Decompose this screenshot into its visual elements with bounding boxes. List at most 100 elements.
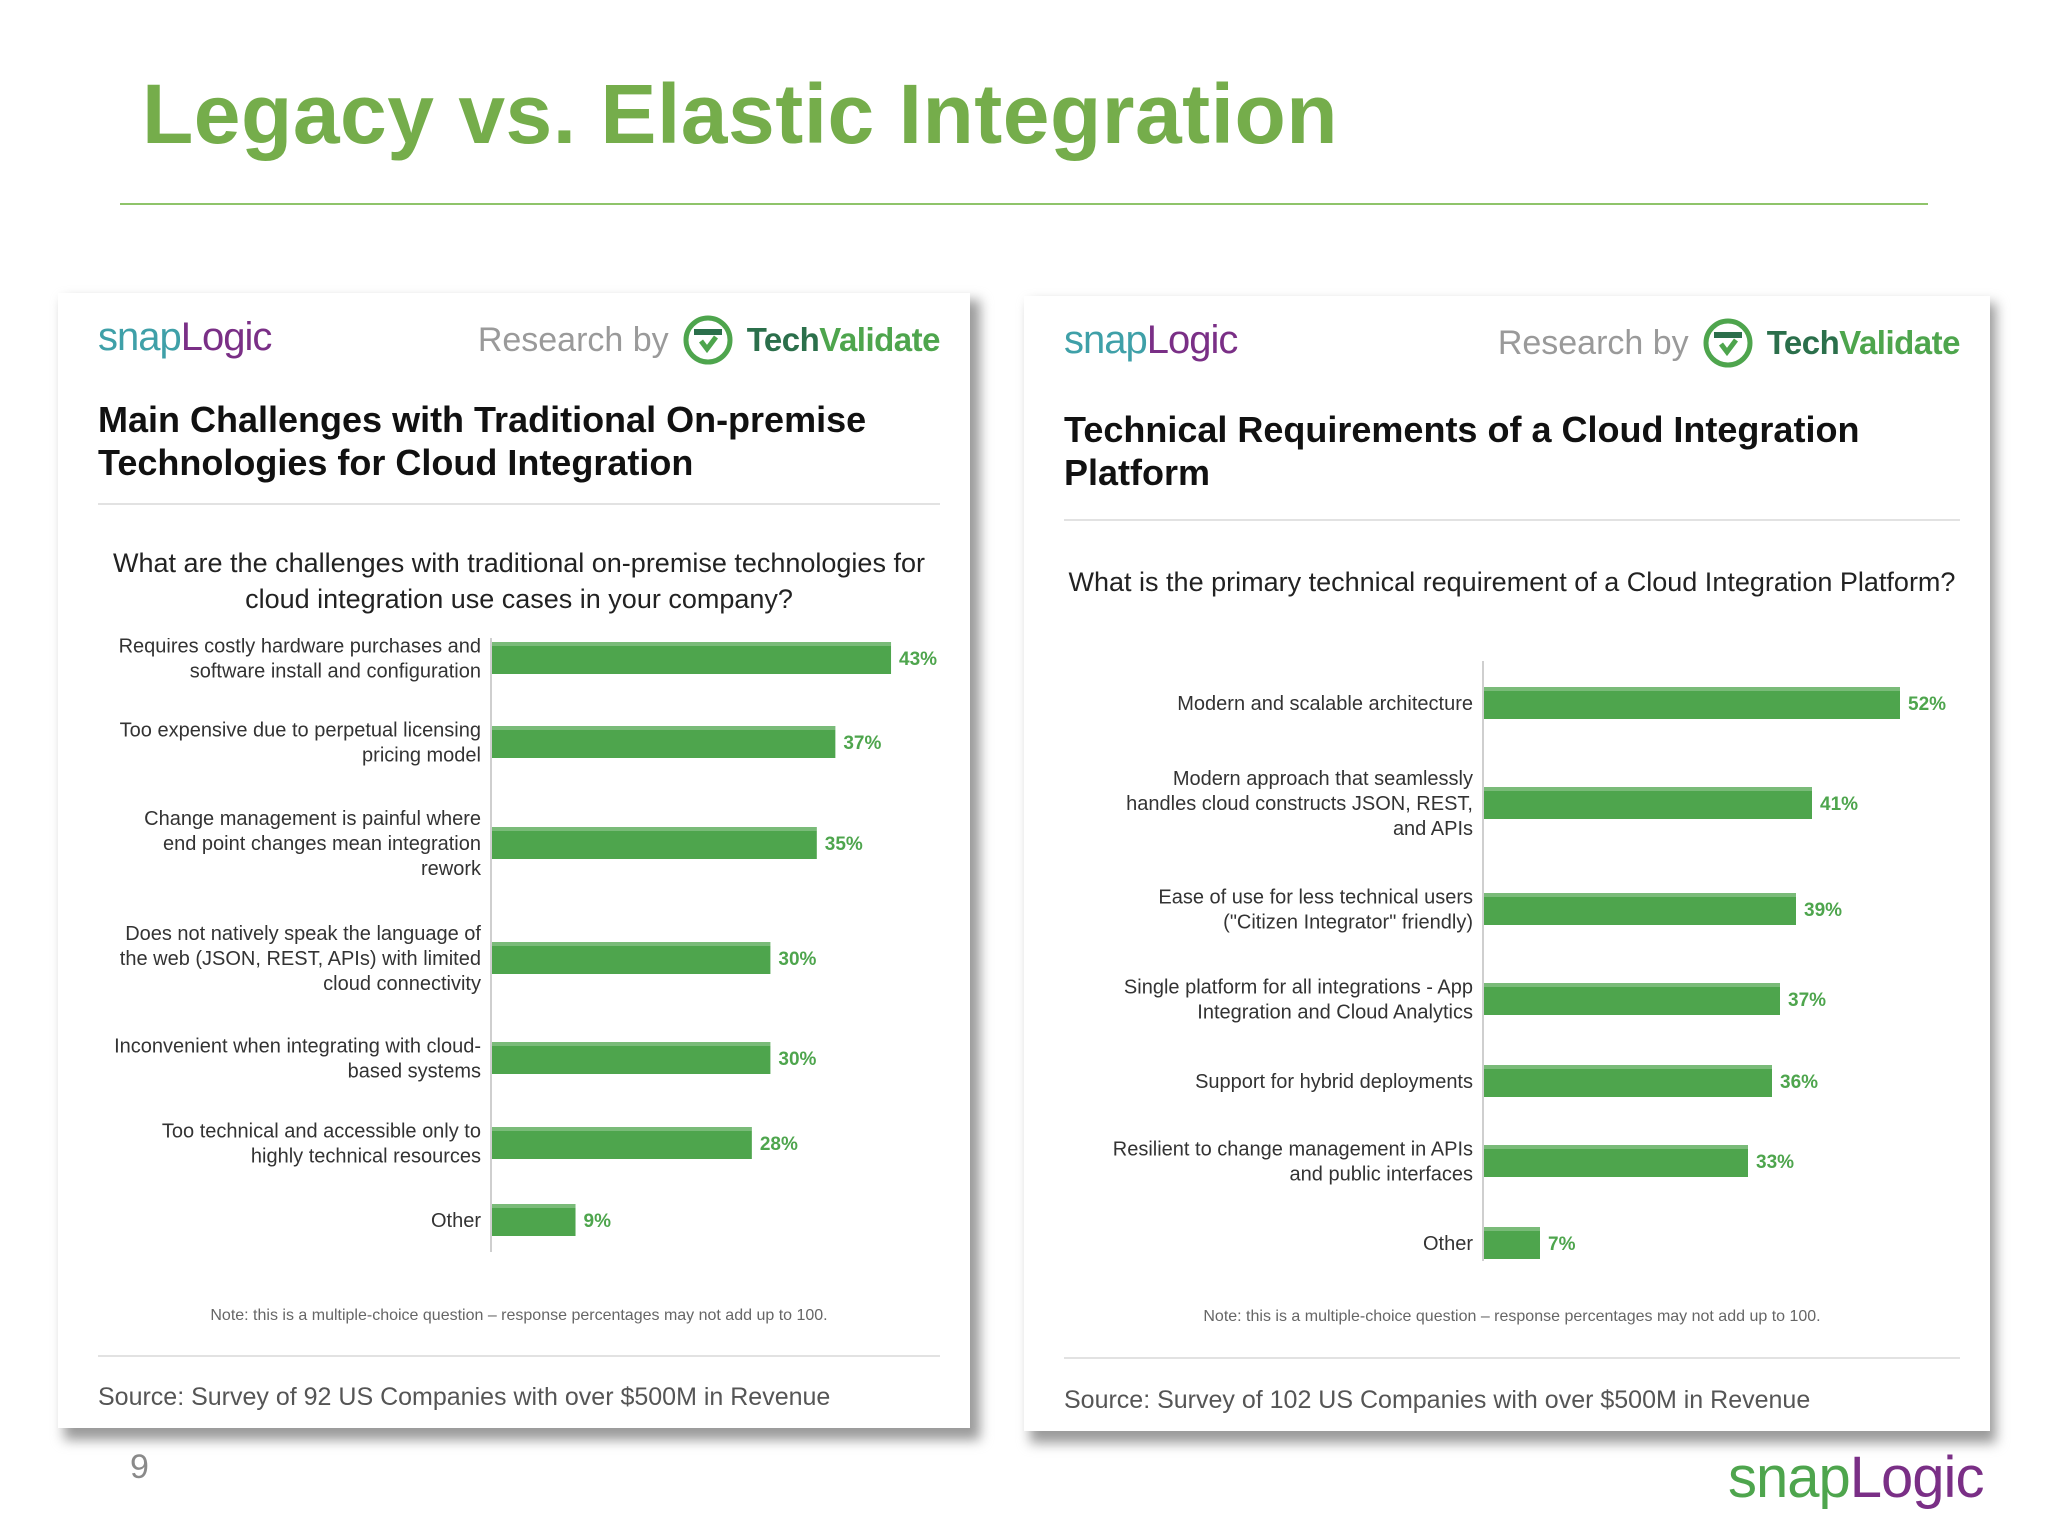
right-bar-highlight-7 xyxy=(1484,1227,1540,1231)
right-value-label-6: 33% xyxy=(1756,1152,1794,1173)
left-bar-5 xyxy=(492,1042,771,1074)
left-category-label-3: Change management is painful where xyxy=(144,808,481,830)
techvalidate-logo: TechValidate xyxy=(746,321,941,359)
research-by-label: Research by xyxy=(477,320,669,359)
left-note: Note: this is a multiple-choice question… xyxy=(210,1307,828,1324)
left-category-label-1: software install and configuration xyxy=(190,661,481,683)
left-source: Source: Survey of 92 US Companies with o… xyxy=(98,1383,831,1411)
right-source: Source: Survey of 102 US Companies with … xyxy=(1064,1386,1811,1414)
right-value-label-4: 37% xyxy=(1788,990,1826,1011)
research-by: Research by TechValidate xyxy=(478,315,940,365)
right-category-label-7: Other xyxy=(1423,1233,1473,1255)
left-chart-title: Main Challenges with Traditional On-prem… xyxy=(98,399,867,484)
left-bar-highlight-5 xyxy=(492,1042,771,1046)
left-category-label-4: Does not natively speak the language of xyxy=(125,923,481,945)
right-category-label-2: handles cloud constructs JSON, REST, xyxy=(1126,793,1473,815)
page-number: 9 xyxy=(130,1448,149,1486)
left-question: What are the challenges with traditional… xyxy=(113,548,925,615)
right-category-label-2: and APIs xyxy=(1393,818,1473,840)
tv-tech: Tech xyxy=(746,321,820,358)
left-value-label-6: 28% xyxy=(760,1134,798,1155)
techvalidate-check-icon xyxy=(683,315,733,365)
right-category-label-2: Modern approach that seamlessly xyxy=(1173,768,1473,790)
left-category-label-2: Too expensive due to perpetual licensing xyxy=(120,720,481,742)
left-value-label-1: 43% xyxy=(899,649,937,670)
tv-tech: Tech xyxy=(1766,324,1840,361)
right-category-label-3: ("Citizen Integrator" friendly) xyxy=(1223,912,1473,934)
left-bar-6 xyxy=(492,1127,752,1159)
right-bar-highlight-3 xyxy=(1484,893,1796,897)
right-bar-2 xyxy=(1484,787,1812,819)
left-bar-chart: 43% Requires costly hardware purchases an… xyxy=(114,638,937,1252)
slide-title: Legacy vs. Elastic Integration xyxy=(142,67,1339,161)
left-category-label-3: rework xyxy=(421,858,482,880)
left-bar-1 xyxy=(492,642,892,674)
left-bar-3 xyxy=(492,827,817,859)
right-bar-6 xyxy=(1484,1145,1748,1177)
left-bar-7 xyxy=(492,1204,576,1236)
left-value-label-4: 30% xyxy=(778,949,816,970)
right-title-separator xyxy=(1064,519,1960,521)
left-bar-highlight-6 xyxy=(492,1127,752,1131)
right-bar-3 xyxy=(1484,893,1796,925)
right-category-label-4: Single platform for all integrations - A… xyxy=(1124,977,1473,999)
right-panel-header: snapLogic Research by TechValidate xyxy=(1064,306,1960,386)
left-category-label-6: highly technical resources xyxy=(251,1146,481,1168)
left-value-label-3: 35% xyxy=(825,834,863,855)
brand-logic: Logic xyxy=(1146,318,1239,362)
left-value-label-7: 9% xyxy=(584,1211,612,1232)
left-category-label-2: pricing model xyxy=(362,745,481,767)
research-by-label: Research by xyxy=(1497,323,1689,362)
right-value-label-5: 36% xyxy=(1780,1072,1818,1093)
left-bar-highlight-2 xyxy=(492,726,836,730)
right-bar-chart: 52% Modern and scalable architecture 41% Mo… xyxy=(1113,661,1946,1261)
brand-snap: snap xyxy=(98,315,182,359)
footer-snaplogic-logo: snapLogic xyxy=(1728,1444,1985,1511)
left-bar-highlight-4 xyxy=(492,942,771,946)
left-bar-highlight-7 xyxy=(492,1204,576,1208)
left-category-label-5: Inconvenient when integrating with cloud… xyxy=(114,1036,481,1058)
right-question: What is the primary technical requiremen… xyxy=(1068,567,1956,597)
right-bar-highlight-5 xyxy=(1484,1065,1772,1069)
brand-snap: snap xyxy=(1064,318,1148,362)
left-value-label-5: 30% xyxy=(778,1049,816,1070)
footer-brand-snap: snap xyxy=(1728,1445,1851,1510)
right-chart-panel: snapLogic Research by TechValidate Techn… xyxy=(1024,296,1990,1431)
right-bar-1 xyxy=(1484,687,1900,719)
right-category-label-5: Support for hybrid deployments xyxy=(1195,1071,1473,1093)
right-bar-highlight-1 xyxy=(1484,687,1900,691)
left-bar-highlight-1 xyxy=(492,642,892,646)
left-category-label-6: Too technical and accessible only to xyxy=(162,1121,481,1143)
right-bar-highlight-2 xyxy=(1484,787,1812,791)
title-divider xyxy=(120,203,1928,205)
techvalidate-check-icon xyxy=(1703,318,1753,368)
right-value-label-7: 7% xyxy=(1548,1234,1576,1255)
right-category-label-4: Integration and Cloud Analytics xyxy=(1197,1002,1473,1024)
right-category-label-6: and public interfaces xyxy=(1290,1164,1473,1186)
left-category-label-4: the web (JSON, REST, APIs) with limited xyxy=(120,948,481,970)
left-value-label-2: 37% xyxy=(843,733,881,754)
footer-brand-logic: Logic xyxy=(1849,1445,1985,1510)
techvalidate-logo: TechValidate xyxy=(1766,324,1961,362)
right-note: Note: this is a multiple-choice question… xyxy=(1203,1308,1821,1325)
tv-validate: Validate xyxy=(1839,324,1960,361)
brand-logic: Logic xyxy=(180,315,273,359)
right-value-label-1: 52% xyxy=(1908,694,1946,715)
tv-validate: Validate xyxy=(819,321,940,358)
right-bar-highlight-4 xyxy=(1484,983,1780,987)
left-bar-4 xyxy=(492,942,771,974)
research-by: Research by TechValidate xyxy=(1498,318,1960,368)
right-category-label-1: Modern and scalable architecture xyxy=(1177,693,1473,715)
right-category-label-3: Ease of use for less technical users xyxy=(1158,887,1473,909)
right-bar-highlight-6 xyxy=(1484,1145,1748,1149)
left-bar-2 xyxy=(492,726,836,758)
right-source-separator xyxy=(1064,1357,1960,1359)
left-category-label-5: based systems xyxy=(348,1061,481,1083)
left-bar-highlight-3 xyxy=(492,827,817,831)
left-panel-header: snapLogic Research by TechValidate xyxy=(98,303,940,383)
right-chart-title: Technical Requirements of a Cloud Integr… xyxy=(1064,409,1860,494)
right-bar-5 xyxy=(1484,1065,1772,1097)
right-bar-4 xyxy=(1484,983,1780,1015)
right-category-label-6: Resilient to change management in APIs xyxy=(1113,1139,1473,1161)
snaplogic-logo: snapLogic xyxy=(98,315,273,360)
